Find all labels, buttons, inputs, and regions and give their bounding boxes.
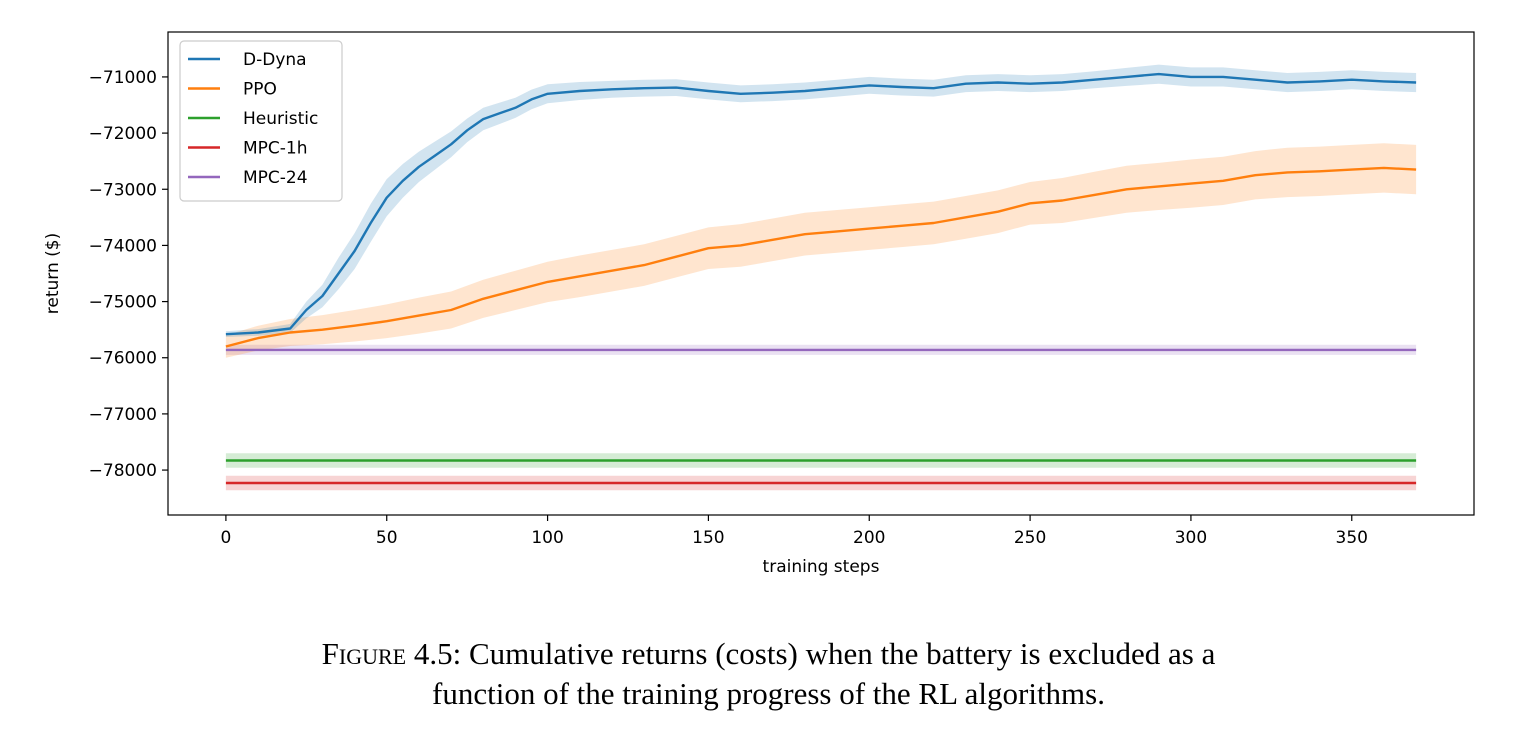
y-tick-label: −78000 xyxy=(89,461,157,481)
legend: D-Dyna PPO Heuristic MPC-1h MPC-24 xyxy=(179,40,343,202)
legend-label-ppo: PPO xyxy=(243,80,277,100)
legend-label-heuristic: Heuristic xyxy=(243,109,318,129)
y-tick-label: −76000 xyxy=(89,349,157,369)
legend-label-d-dyna: D-Dyna xyxy=(243,50,307,70)
y-tick-label: −75000 xyxy=(89,293,157,313)
caption-prefix: Figure 4.5: xyxy=(321,636,462,671)
y-tick-label: −71000 xyxy=(89,68,157,88)
x-tick-label: 100 xyxy=(531,528,563,548)
d-dyna-line xyxy=(225,72,1417,336)
caption-line-2: function of the training progress of the… xyxy=(432,676,1105,711)
x-tick-label: 0 xyxy=(220,528,231,548)
y-tick-label: −72000 xyxy=(89,124,157,144)
y-axis-ticks: −71000 −72000 −73000 −74000 −75000 −76000 −770… xyxy=(89,68,168,481)
legend-box xyxy=(179,40,343,202)
ppo-band xyxy=(225,143,1417,358)
return-chart: 0 50 100 150 200 250 300 350 −71000 −72000 −73000… xyxy=(43,31,1475,577)
x-tick-label: 300 xyxy=(1175,528,1207,548)
series-lines xyxy=(225,72,1417,485)
ppo-line xyxy=(225,166,1417,348)
confidence-bands xyxy=(225,64,1417,491)
x-axis-label: training steps xyxy=(763,557,880,577)
x-tick-label: 350 xyxy=(1336,528,1368,548)
x-tick-label: 50 xyxy=(376,528,398,548)
y-tick-label: −77000 xyxy=(89,405,157,425)
plot-frame xyxy=(167,31,1475,516)
figure-caption: Figure 4.5: Cumulative returns (costs) w… xyxy=(0,634,1537,714)
x-tick-label: 200 xyxy=(853,528,885,548)
legend-label-mpc-24: MPC-24 xyxy=(243,168,308,188)
legend-label-mpc-1h: MPC-1h xyxy=(243,139,308,159)
caption-line-1: Cumulative returns (costs) when the batt… xyxy=(461,636,1216,671)
y-tick-label: −73000 xyxy=(89,180,157,200)
x-axis-ticks: 0 50 100 150 200 250 300 350 xyxy=(220,515,1368,548)
x-tick-label: 250 xyxy=(1014,528,1046,548)
x-tick-label: 150 xyxy=(692,528,724,548)
y-axis-label: return ($) xyxy=(43,233,63,314)
y-tick-label: −74000 xyxy=(89,236,157,256)
